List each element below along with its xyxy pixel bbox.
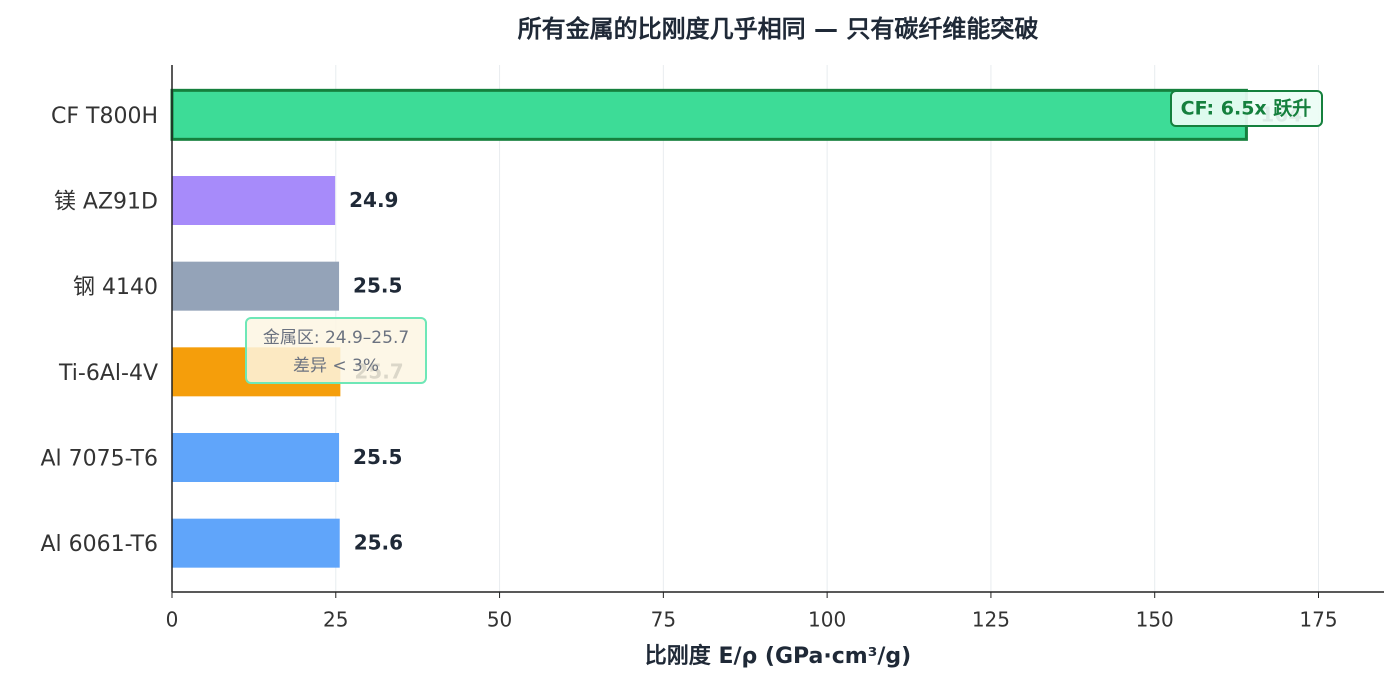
value-label: 25.5 [353,274,402,298]
annotation: 差异 < 3% [293,356,379,376]
bar [172,176,336,225]
y-tick-label: Al 6061-T6 [41,532,159,557]
bar [170,88,1248,141]
annotations: CF: 6.5x 跃升 金属区: 24.9–25.7 差异 < 3% [245,90,1323,384]
value-label: 25.5 [353,445,402,469]
bar [172,518,340,568]
grid [171,65,1319,598]
x-axis-label: 比刚度 E/ρ (GPa·cm³/g) [645,643,911,669]
value-label: 25.6 [354,531,403,555]
x-tick-label: 125 [972,608,1010,632]
annotation-box [1170,90,1323,127]
x-tick-label: 100 [808,608,846,632]
x-tick-label: 25 [323,608,348,632]
x-tick-label: 175 [1299,608,1337,632]
y-tick-label: Ti-6Al-4V [58,361,158,386]
value-label: 24.9 [349,188,398,212]
x-tick-label: 150 [1136,608,1174,632]
x-tick-label: 50 [487,608,512,632]
y-tick-label: 钢 4140 [73,275,158,300]
annotation: CF: 6.5x 跃升 [1181,98,1312,120]
bar [172,433,340,482]
chart-title: 所有金属的比刚度几乎相同 — 只有碳纤维能突破 [518,15,1039,43]
annotation: 金属区: 24.9–25.7 [263,328,409,348]
bar [172,261,340,311]
x-tick-label: 75 [651,608,676,632]
annotation-box [245,317,427,384]
x-tick-label: 0 [166,608,179,632]
y-tick-label: 镁 AZ91D [54,190,158,215]
y-tick-label: CF T800H [51,104,158,129]
y-tick-label: Al 7075-T6 [41,447,159,472]
